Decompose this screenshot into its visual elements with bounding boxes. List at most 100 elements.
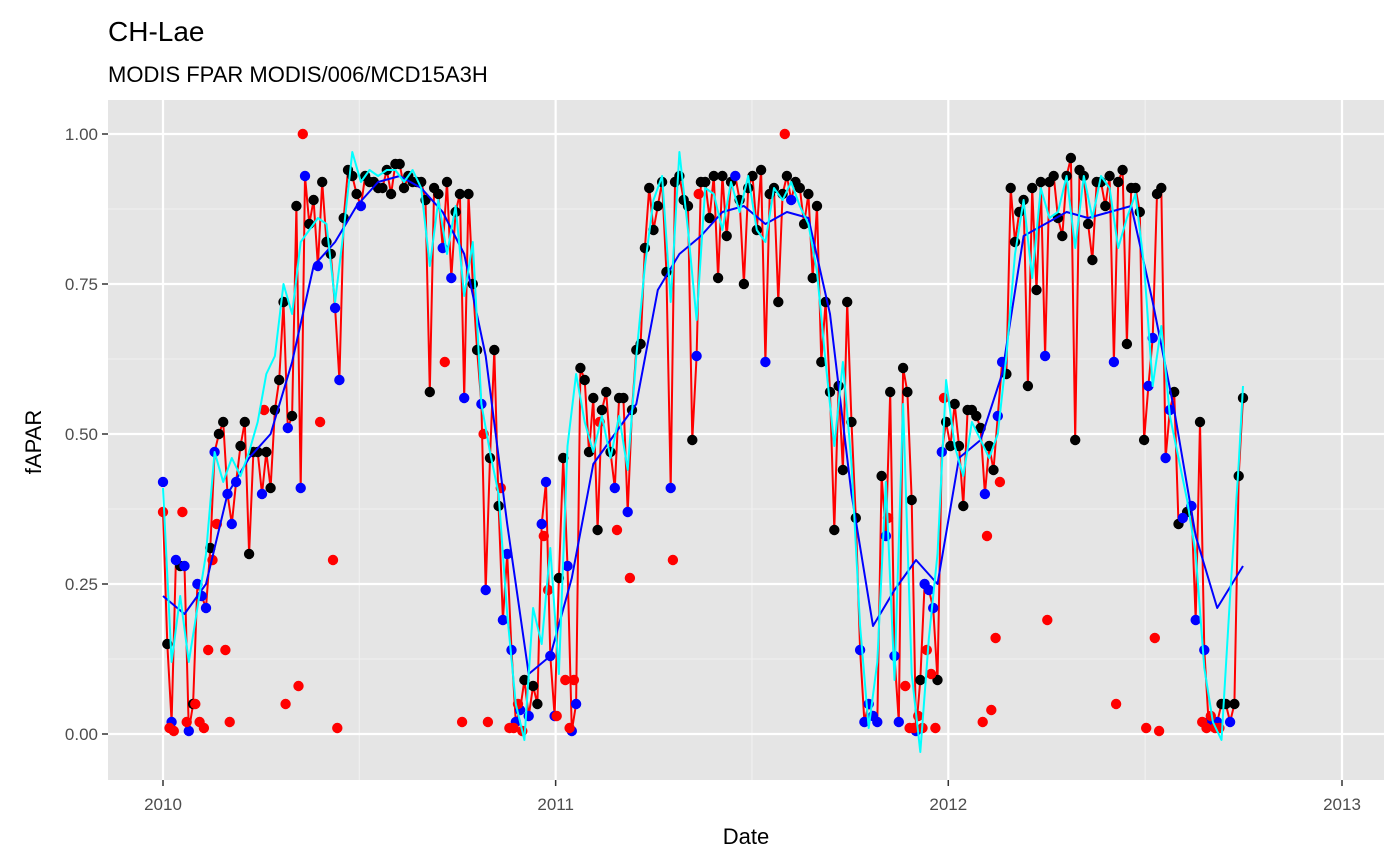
data-point xyxy=(439,356,450,368)
data-point xyxy=(1022,380,1034,392)
data-point xyxy=(265,482,276,494)
data-point xyxy=(842,296,853,308)
data-point xyxy=(293,680,304,692)
data-point xyxy=(527,680,539,692)
data-point xyxy=(1177,512,1189,524)
data-point xyxy=(1009,236,1021,248)
data-point xyxy=(1057,230,1068,242)
data-point xyxy=(532,698,543,710)
data-point xyxy=(971,410,982,422)
data-point xyxy=(562,560,573,572)
data-point xyxy=(730,170,741,182)
data-point xyxy=(334,374,345,386)
data-point xyxy=(1194,416,1206,428)
data-point xyxy=(755,164,767,176)
data-point xyxy=(480,584,491,596)
data-point xyxy=(291,200,302,212)
data-point xyxy=(459,392,470,404)
data-point xyxy=(170,554,182,566)
data-point xyxy=(570,698,582,710)
data-point xyxy=(314,416,326,428)
data-point xyxy=(1048,170,1059,182)
data-point xyxy=(385,188,397,200)
data-point xyxy=(1153,725,1165,737)
data-point xyxy=(829,524,840,536)
data-point xyxy=(940,416,952,428)
data-point xyxy=(327,554,339,566)
data-point xyxy=(854,644,866,656)
data-point xyxy=(704,212,715,224)
data-point xyxy=(377,182,388,194)
data-point xyxy=(446,272,457,284)
y-tick-label: 0.50 xyxy=(65,425,98,444)
data-point xyxy=(747,170,758,182)
data-point xyxy=(1156,182,1167,194)
data-point xyxy=(1224,716,1236,728)
data-point xyxy=(872,716,883,728)
data-point xyxy=(781,170,793,182)
data-point xyxy=(700,176,711,188)
data-point xyxy=(738,278,750,290)
data-point xyxy=(803,188,814,200)
data-point xyxy=(181,716,192,728)
data-point xyxy=(463,188,474,200)
data-point xyxy=(512,698,524,710)
data-point xyxy=(203,644,214,656)
data-point xyxy=(1201,722,1212,734)
data-point xyxy=(938,392,950,404)
data-point xyxy=(1199,644,1210,656)
data-point xyxy=(1087,254,1098,266)
data-point xyxy=(981,530,993,542)
data-point xyxy=(482,716,494,728)
data-point xyxy=(721,230,732,242)
data-point xyxy=(454,188,466,200)
data-point xyxy=(239,416,250,428)
data-point xyxy=(1113,176,1124,188)
data-point xyxy=(652,200,663,212)
data-point xyxy=(885,386,896,398)
data-point xyxy=(794,182,805,194)
data-point xyxy=(1143,380,1154,392)
series-line-5 xyxy=(162,151,1244,753)
data-point xyxy=(837,464,849,476)
y-tick-label: 1.00 xyxy=(65,125,98,144)
data-point xyxy=(398,182,410,194)
data-point xyxy=(1100,200,1111,212)
data-point xyxy=(321,236,332,248)
data-point xyxy=(157,476,169,488)
data-point xyxy=(618,392,629,404)
data-point xyxy=(542,584,554,596)
data-point xyxy=(471,344,483,356)
data-point xyxy=(213,428,225,440)
data-point xyxy=(508,722,519,734)
x-axis-title: Date xyxy=(723,824,769,849)
x-tick-label: 2011 xyxy=(537,795,574,814)
data-point xyxy=(1205,710,1217,722)
data-point xyxy=(1042,614,1053,626)
data-point xyxy=(280,698,291,710)
data-point xyxy=(1141,722,1152,734)
data-point xyxy=(915,674,926,686)
data-point xyxy=(592,524,603,536)
data-point xyxy=(564,722,575,734)
y-tick-label: 0.00 xyxy=(65,725,98,744)
data-point xyxy=(644,182,655,194)
y-axis: 0.00 0.25 0.50 0.75 1.00 xyxy=(65,125,108,744)
y-tick-label: 0.25 xyxy=(65,575,98,594)
data-point xyxy=(274,374,285,386)
data-point xyxy=(1039,350,1051,362)
data-point xyxy=(622,506,633,518)
data-point xyxy=(1070,434,1081,446)
data-point xyxy=(200,602,212,614)
data-point xyxy=(299,170,311,182)
data-point xyxy=(1035,176,1047,188)
data-point xyxy=(560,674,571,686)
y-tick-label: 0.75 xyxy=(65,275,98,294)
data-point xyxy=(256,488,268,500)
data-point xyxy=(906,494,917,506)
data-point xyxy=(665,482,676,494)
data-point xyxy=(807,272,818,284)
data-point xyxy=(816,356,827,368)
data-point xyxy=(1031,284,1042,296)
